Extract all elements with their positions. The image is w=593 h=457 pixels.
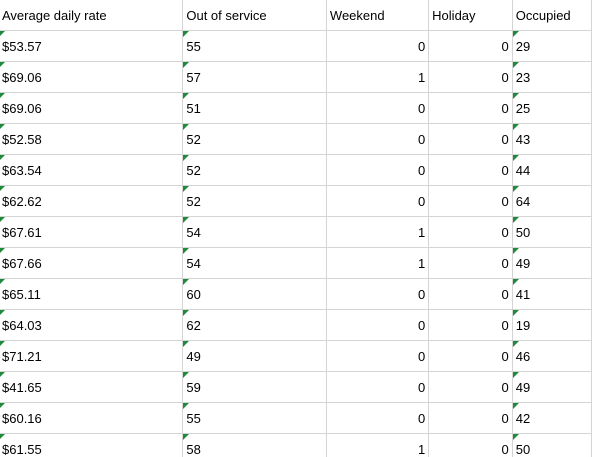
header-cell-holiday[interactable]: Holiday [428, 0, 513, 31]
cell-average-daily-rate[interactable]: $69.06 [0, 92, 184, 124]
cell-occupied[interactable]: 19 [512, 309, 593, 341]
cell-out-of-service[interactable]: 54 [182, 247, 327, 279]
cell-occupied[interactable]: 43 [512, 123, 593, 155]
cell-average-daily-rate[interactable]: $60.16 [0, 402, 184, 434]
header-row: Average daily rate Out of service Weeken… [0, 0, 593, 31]
cell-occupied[interactable]: 50 [512, 433, 593, 457]
table-row: $63.54 52 0 0 44 [0, 154, 593, 186]
cell-weekend[interactable]: 0 [326, 30, 430, 62]
cell-weekend[interactable]: 0 [326, 92, 430, 124]
cell-holiday[interactable]: 0 [428, 123, 513, 155]
cell-out-of-service[interactable]: 52 [182, 154, 327, 186]
cell-weekend[interactable]: 0 [326, 278, 430, 310]
cell-out-of-service[interactable]: 55 [182, 30, 327, 62]
cell-average-daily-rate[interactable]: $71.21 [0, 340, 184, 372]
cell-out-of-service[interactable]: 55 [182, 402, 327, 434]
cell-out-of-service[interactable]: 58 [182, 433, 327, 457]
cell-occupied[interactable]: 64 [512, 185, 593, 217]
cell-average-daily-rate[interactable]: $64.03 [0, 309, 184, 341]
cell-weekend[interactable]: 1 [326, 247, 430, 279]
cell-holiday[interactable]: 0 [428, 278, 513, 310]
cell-out-of-service[interactable]: 52 [182, 123, 327, 155]
cell-average-daily-rate[interactable]: $63.54 [0, 154, 184, 186]
table-row: $41.65 59 0 0 49 [0, 371, 593, 403]
cell-holiday[interactable]: 0 [428, 154, 513, 186]
cell-average-daily-rate[interactable]: $67.61 [0, 216, 184, 248]
cell-occupied[interactable]: 25 [512, 92, 593, 124]
cell-holiday[interactable]: 0 [428, 185, 513, 217]
cell-holiday[interactable]: 0 [428, 309, 513, 341]
cell-out-of-service[interactable]: 52 [182, 185, 327, 217]
table-row: $53.57 55 0 0 29 [0, 30, 593, 62]
cell-average-daily-rate[interactable]: $53.57 [0, 30, 184, 62]
cell-occupied[interactable]: 50 [512, 216, 593, 248]
cell-holiday[interactable]: 0 [428, 402, 513, 434]
table-row: $61.55 58 1 0 50 [0, 433, 593, 457]
cell-out-of-service[interactable]: 54 [182, 216, 327, 248]
cell-weekend[interactable]: 1 [326, 216, 430, 248]
cell-holiday[interactable]: 0 [428, 92, 513, 124]
table-row: $71.21 49 0 0 46 [0, 340, 593, 372]
table-row: $67.61 54 1 0 50 [0, 216, 593, 248]
cell-weekend[interactable]: 0 [326, 371, 430, 403]
table-row: $64.03 62 0 0 19 [0, 309, 593, 341]
cell-average-daily-rate[interactable]: $52.58 [0, 123, 184, 155]
cell-average-daily-rate[interactable]: $62.62 [0, 185, 184, 217]
cell-weekend[interactable]: 0 [326, 123, 430, 155]
table-row: $52.58 52 0 0 43 [0, 123, 593, 155]
cell-occupied[interactable]: 46 [512, 340, 593, 372]
cell-out-of-service[interactable]: 60 [182, 278, 327, 310]
cell-holiday[interactable]: 0 [428, 247, 513, 279]
table-row: $69.06 57 1 0 23 [0, 61, 593, 93]
cell-average-daily-rate[interactable]: $69.06 [0, 61, 184, 93]
cell-weekend[interactable]: 1 [326, 61, 430, 93]
cell-holiday[interactable]: 0 [428, 340, 513, 372]
cell-out-of-service[interactable]: 57 [182, 61, 327, 93]
header-cell-occupied[interactable]: Occupied [512, 0, 593, 31]
cell-average-daily-rate[interactable]: $41.65 [0, 371, 184, 403]
cell-weekend[interactable]: 0 [326, 309, 430, 341]
cell-average-daily-rate[interactable]: $67.66 [0, 247, 184, 279]
cell-holiday[interactable]: 0 [428, 433, 513, 457]
table-row: $67.66 54 1 0 49 [0, 247, 593, 279]
cell-weekend[interactable]: 0 [326, 402, 430, 434]
cell-weekend[interactable]: 0 [326, 154, 430, 186]
cell-weekend[interactable]: 0 [326, 185, 430, 217]
cell-occupied[interactable]: 41 [512, 278, 593, 310]
cell-out-of-service[interactable]: 49 [182, 340, 327, 372]
header-cell-average-daily-rate[interactable]: Average daily rate [0, 0, 184, 31]
cell-weekend[interactable]: 1 [326, 433, 430, 457]
cell-holiday[interactable]: 0 [428, 216, 513, 248]
cell-average-daily-rate[interactable]: $65.11 [0, 278, 184, 310]
cell-average-daily-rate[interactable]: $61.55 [0, 433, 184, 457]
header-cell-out-of-service[interactable]: Out of service [182, 0, 327, 31]
table-row: $65.11 60 0 0 41 [0, 278, 593, 310]
cell-out-of-service[interactable]: 62 [182, 309, 327, 341]
cell-occupied[interactable]: 42 [512, 402, 593, 434]
cell-weekend[interactable]: 0 [326, 340, 430, 372]
cell-holiday[interactable]: 0 [428, 61, 513, 93]
cell-holiday[interactable]: 0 [428, 30, 513, 62]
cell-holiday[interactable]: 0 [428, 371, 513, 403]
cell-occupied[interactable]: 23 [512, 61, 593, 93]
table-row: $69.06 51 0 0 25 [0, 92, 593, 124]
cell-occupied[interactable]: 44 [512, 154, 593, 186]
cell-out-of-service[interactable]: 59 [182, 371, 327, 403]
table-row: $62.62 52 0 0 64 [0, 185, 593, 217]
cell-occupied[interactable]: 49 [512, 371, 593, 403]
cell-out-of-service[interactable]: 51 [182, 92, 327, 124]
cell-occupied[interactable]: 29 [512, 30, 593, 62]
header-cell-weekend[interactable]: Weekend [326, 0, 430, 31]
table-row: $60.16 55 0 0 42 [0, 402, 593, 434]
cell-occupied[interactable]: 49 [512, 247, 593, 279]
